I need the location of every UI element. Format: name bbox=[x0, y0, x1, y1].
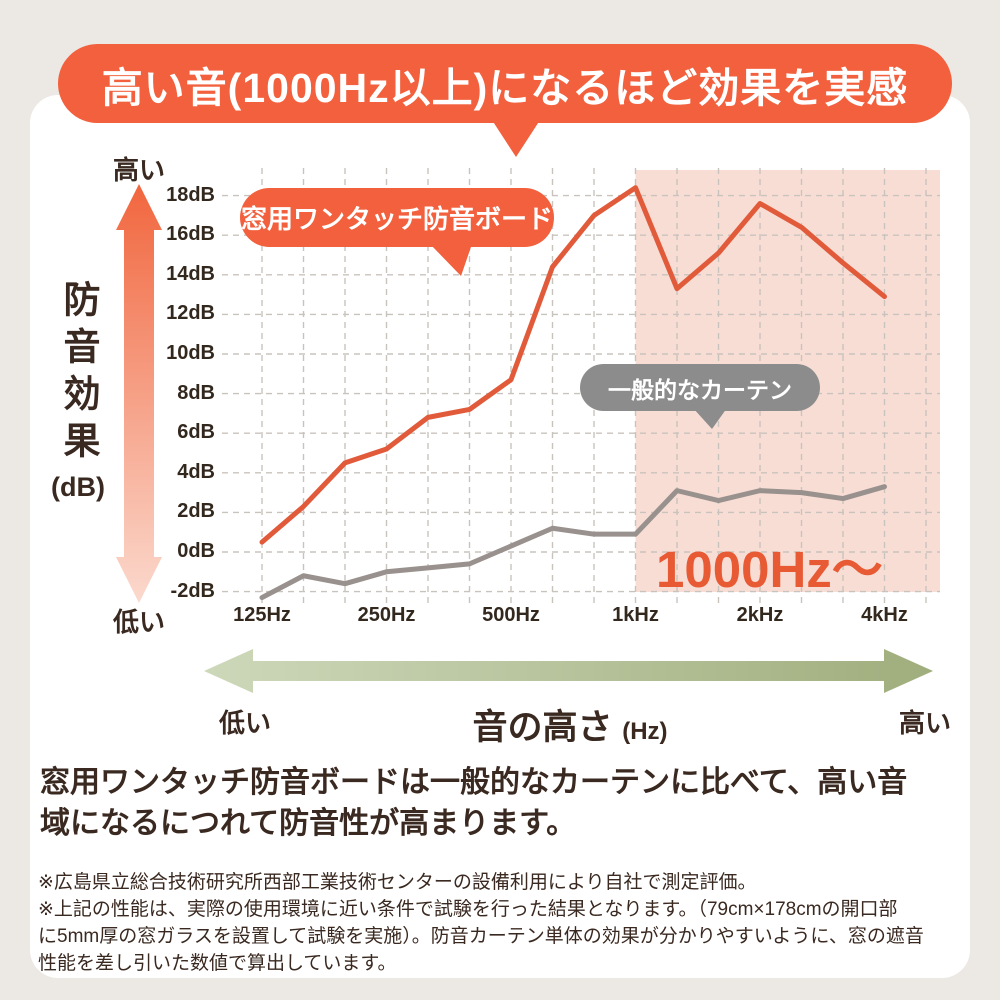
freq-arrow-low-label: 低い bbox=[218, 708, 271, 738]
y-tick-label: 2dB bbox=[177, 500, 215, 523]
y-tick-label: 4dB bbox=[177, 460, 215, 483]
freq-arrow-title-wrap: 音の高さ (Hz) bbox=[370, 699, 770, 750]
body-text-line: 窓用ワンタッチ防音ボードは一般的なカーテンに比べて、高い音 bbox=[40, 766, 908, 799]
y-axis-unit: (dB) bbox=[51, 472, 105, 502]
board-series-badge: 窓用ワンタッチ防音ボード bbox=[240, 188, 554, 247]
footnote-line: ※上記の性能は、実際の使用環境に近い条件で試験を行った結果となります。（79cm… bbox=[38, 899, 898, 920]
body-text-line: 域になるにつれて防音性が高まります。 bbox=[40, 807, 577, 840]
x-tick-labels: 125Hz 250Hz 500Hz 1kHz 2kHz 4kHz bbox=[0, 604, 1000, 630]
title-banner: 高い音(1000Hz以上)になるほど効果を実感 bbox=[58, 44, 952, 123]
curtain-series-badge-label: 一般的なカーテン bbox=[608, 376, 792, 403]
y-axis-low-label: 低い bbox=[112, 607, 165, 637]
x-tick-label: 125Hz bbox=[233, 604, 291, 626]
x-tick-label: 500Hz bbox=[482, 604, 540, 626]
x-tick-label: 4kHz bbox=[861, 604, 908, 626]
body-text: 窓用ワンタッチ防音ボードは一般的なカーテンに比べて、高い音 域になるにつれて防音… bbox=[40, 762, 970, 844]
x-tick-label: 2kHz bbox=[736, 604, 784, 626]
freq-arrow-title: 音の高さ bbox=[472, 708, 613, 747]
footnote-line: ※広島県立総合技術研究所西部工業技術センターの設備利用により自社で測定評価。 bbox=[38, 872, 757, 893]
y-tick-label: 14dB bbox=[166, 262, 215, 285]
y-axis-title: 防音効果 bbox=[58, 280, 99, 468]
y-tick-label: 18dB bbox=[166, 183, 215, 206]
footnote-line: 性能を差し引いた数値で算出しています。 bbox=[38, 953, 397, 974]
y-axis-high-label: 高い bbox=[112, 155, 165, 185]
x-tick-label: 1kHz bbox=[612, 604, 659, 626]
footnotes: ※広島県立総合技術研究所西部工業技術センターの設備利用により自社で測定評価。 ※… bbox=[38, 869, 973, 977]
y-tick-label: 10dB bbox=[166, 342, 215, 364]
freq-arrow-unit: (Hz) bbox=[622, 718, 668, 745]
y-tick-label: 8dB bbox=[177, 381, 215, 404]
y-tick-label: 0dB bbox=[177, 540, 215, 562]
y-tick-label: -2dB bbox=[170, 579, 215, 602]
highlight-annotation: 1000Hz〜 bbox=[656, 541, 883, 598]
y-tick-label: 12dB bbox=[166, 302, 215, 325]
x-tick-label: 250Hz bbox=[357, 604, 416, 626]
title-banner-text: 高い音(1000Hz以上)になるほど効果を実感 bbox=[101, 64, 909, 111]
y-tick-label: 6dB bbox=[177, 421, 215, 444]
board-series-badge-label: 窓用ワンタッチ防音ボード bbox=[240, 204, 553, 234]
y-tick-labels: 18dB 16dB 14dB 12dB 10dB 8dB 6dB 4dB 2dB 0dB -2dB bbox=[129, 0, 215, 1000]
freq-arrow-high-label: 高い bbox=[898, 708, 951, 738]
y-tick-label: 16dB bbox=[166, 223, 215, 246]
curtain-series-badge: 一般的なカーテン bbox=[580, 364, 820, 411]
footnote-line: に5mm厚の窓ガラスを設置して試験を実施）。防音カーテン単体の効果が分かりやすい… bbox=[38, 926, 924, 947]
